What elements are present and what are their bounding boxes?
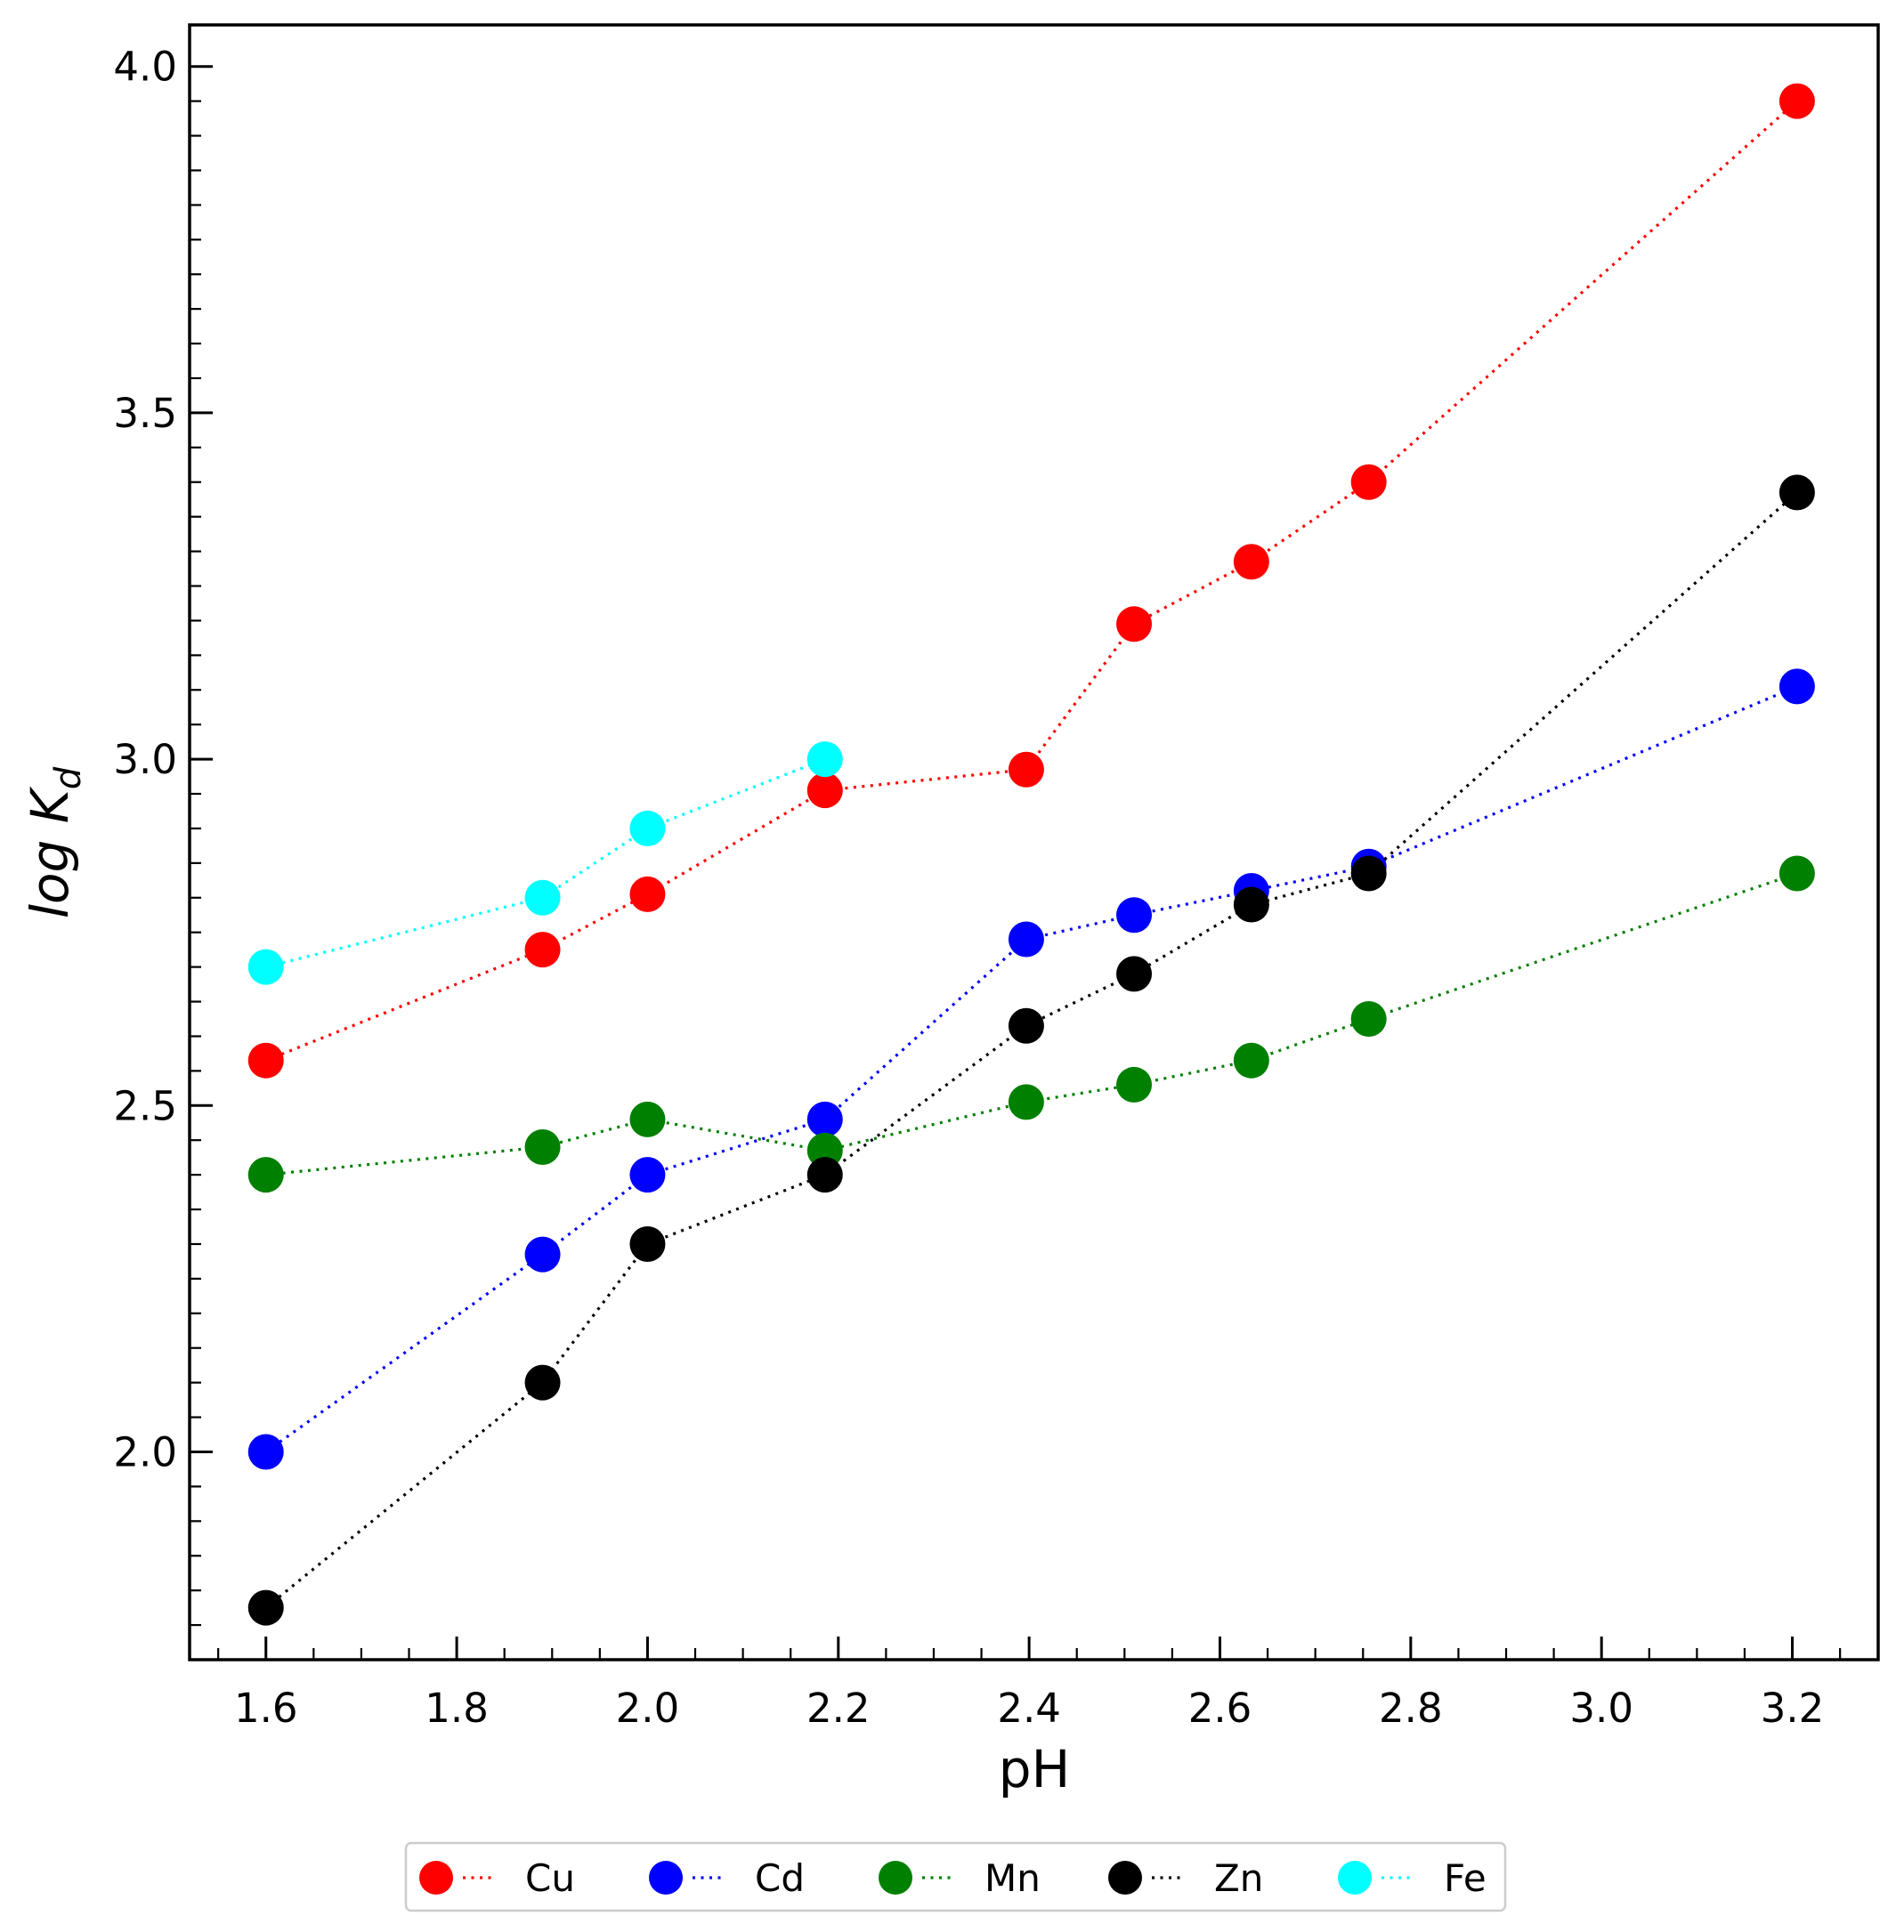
data-point-mn — [1008, 1084, 1044, 1120]
legend-marker-zn — [1108, 1861, 1142, 1895]
data-point-cd — [1116, 897, 1153, 934]
series-line-zn — [264, 491, 1798, 1609]
data-point-cd — [1008, 921, 1044, 958]
y-tick-label: 2.5 — [113, 1082, 177, 1129]
data-point-zn — [1116, 956, 1153, 992]
series-cu — [247, 83, 1815, 1079]
data-point-cu — [1233, 544, 1269, 580]
data-point-cu — [806, 772, 843, 809]
y-axis-title-main: log K — [20, 786, 80, 918]
legend-marker-fe — [1338, 1861, 1372, 1895]
series-line-mn — [265, 871, 1798, 1176]
y-axis-title-sub: d — [48, 766, 89, 789]
plot-frame — [188, 23, 1880, 1661]
legend-label-cd: Cd — [755, 1856, 805, 1900]
x-tick-label: 2.8 — [1379, 1685, 1443, 1732]
x-tick-label: 3.0 — [1569, 1685, 1633, 1732]
data-point-mn — [1778, 855, 1815, 892]
axis-ticks: 1.6 1.8 2.0 2.2 2.4 2.6 2.8 3.0 3.2 2.0 2.5 3.0 3.5 4… — [113, 44, 1842, 1732]
legend-marker-cu — [419, 1861, 453, 1895]
legend-box — [404, 1841, 1507, 1912]
data-point-cd — [806, 1101, 843, 1137]
x-axis-title: pH — [999, 1739, 1070, 1799]
legend-entry-zn: Zn — [1108, 1856, 1263, 1900]
data-point-zn — [629, 1225, 666, 1262]
y-tick-label: 4.0 — [113, 44, 177, 91]
series-cd — [247, 668, 1815, 1470]
legend-marker-mn — [879, 1861, 912, 1895]
legend-label-zn: Zn — [1214, 1856, 1263, 1900]
x-tick-label: 2.0 — [616, 1685, 680, 1732]
legend-entry-cd: Cd — [649, 1856, 805, 1900]
x-tick-label: 2.6 — [1188, 1685, 1252, 1732]
data-point-cu — [247, 1042, 284, 1079]
y-tick-label: 3.0 — [113, 736, 177, 783]
data-point-cd — [247, 1434, 284, 1470]
legend-label-mn: Mn — [984, 1856, 1041, 1900]
data-point-zn — [524, 1364, 561, 1401]
legend-label-cu: Cu — [525, 1856, 575, 1900]
data-point-cu — [1350, 464, 1387, 500]
x-tick-label: 2.2 — [806, 1685, 871, 1732]
legend: Cu Cd Mn Zn Fe — [404, 1841, 1507, 1912]
data-point-mn — [247, 1157, 284, 1193]
data-point-zn — [806, 1157, 843, 1193]
series-zn — [247, 474, 1815, 1626]
x-tick-label: 3.2 — [1761, 1685, 1825, 1732]
series-fe — [247, 741, 843, 985]
data-point-zn — [247, 1589, 284, 1626]
legend-marker-cd — [649, 1861, 683, 1895]
legend-entry-cu: Cu — [419, 1856, 575, 1900]
data-point-zn — [1350, 855, 1387, 892]
legend-entry-mn: Mn — [879, 1856, 1041, 1900]
y-axis-title: log Kd — [20, 766, 89, 918]
series-mn — [247, 855, 1815, 1193]
data-point-cd — [524, 1236, 561, 1273]
data-point-cu — [629, 876, 666, 912]
data-point-mn — [1116, 1066, 1153, 1103]
data-point-cu — [1116, 606, 1153, 643]
data-point-mn — [1233, 1042, 1269, 1079]
legend-label-fe: Fe — [1444, 1856, 1487, 1900]
data-point-cu — [1008, 751, 1044, 788]
x-tick-label: 1.8 — [425, 1685, 489, 1732]
series-layer — [247, 83, 1815, 1626]
data-point-cd — [1778, 668, 1815, 705]
data-point-fe — [629, 810, 666, 846]
x-tick-label: 1.6 — [234, 1685, 298, 1732]
series-line-cu — [265, 100, 1798, 1063]
data-point-cu — [524, 932, 561, 968]
data-point-fe — [524, 879, 561, 916]
data-point-zn — [1233, 886, 1269, 923]
series-line-fe — [265, 757, 826, 969]
data-point-fe — [247, 949, 284, 985]
data-point-zn — [1008, 1007, 1044, 1044]
data-point-cu — [1778, 83, 1815, 119]
data-point-mn — [524, 1128, 561, 1165]
y-tick-label: 2.0 — [113, 1428, 177, 1475]
y-tick-label: 3.5 — [113, 390, 177, 437]
data-point-mn — [629, 1101, 666, 1137]
data-point-cd — [629, 1157, 666, 1193]
data-point-zn — [1778, 474, 1815, 511]
series-line-cd — [264, 684, 1798, 1453]
legend-entry-fe: Fe — [1338, 1856, 1487, 1900]
x-tick-label: 2.4 — [997, 1685, 1061, 1732]
data-point-mn — [1350, 1000, 1387, 1037]
data-point-fe — [806, 741, 843, 778]
